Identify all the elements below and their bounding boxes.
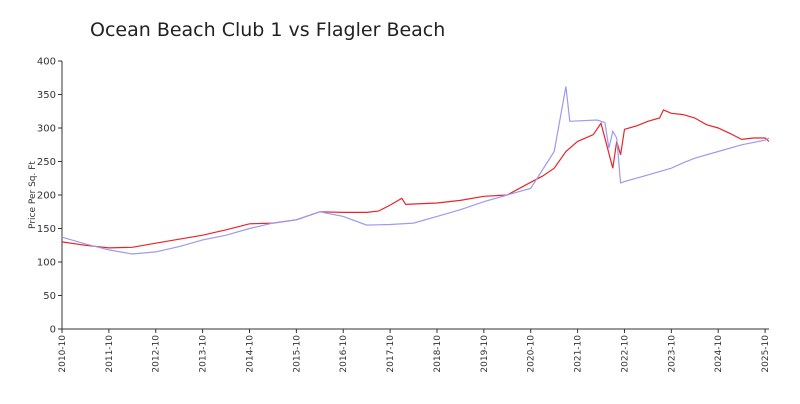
y-tick-label: 400 (37, 57, 56, 68)
x-tick-label: 2012-10 (152, 335, 162, 373)
x-tick-label: 2023-10 (667, 335, 677, 373)
y-tick-label: 350 (37, 90, 56, 101)
y-tick-label: 50 (43, 291, 56, 302)
x-tick-label: 2021-10 (574, 335, 584, 373)
y-tick-label: 150 (37, 224, 56, 235)
y-tick-label: 300 (37, 124, 56, 135)
x-tick-label: 2019-10 (480, 335, 490, 373)
x-tick-label: 2020-10 (527, 335, 537, 373)
y-axis-label: Price Per Sq. Ft (28, 161, 38, 229)
line-series (61, 109, 770, 249)
x-tick-label: 2022-10 (620, 335, 630, 373)
x-tick-label: 2018-10 (433, 335, 443, 373)
x-tick-label: 2015-10 (292, 335, 302, 373)
x-tick-label: 2024-10 (714, 335, 724, 373)
x-tick-label: 2025-10 (761, 335, 771, 373)
y-tick-label: 100 (37, 258, 56, 269)
x-tick-label: 2013-10 (199, 335, 209, 373)
y-tick-label: 0 (50, 325, 56, 336)
x-tick-label: 2014-10 (245, 335, 255, 373)
x-tick-label: 2011-10 (105, 335, 115, 373)
y-tick-label: 250 (37, 157, 56, 168)
line-series (61, 86, 770, 255)
x-tick-label: 2010-10 (58, 335, 68, 373)
chart-title: Ocean Beach Club 1 vs Flagler Beach (90, 19, 445, 41)
x-tick-label: 2017-10 (386, 335, 396, 373)
x-tick-label: 2016-10 (339, 335, 349, 373)
y-tick-label: 200 (37, 191, 56, 202)
